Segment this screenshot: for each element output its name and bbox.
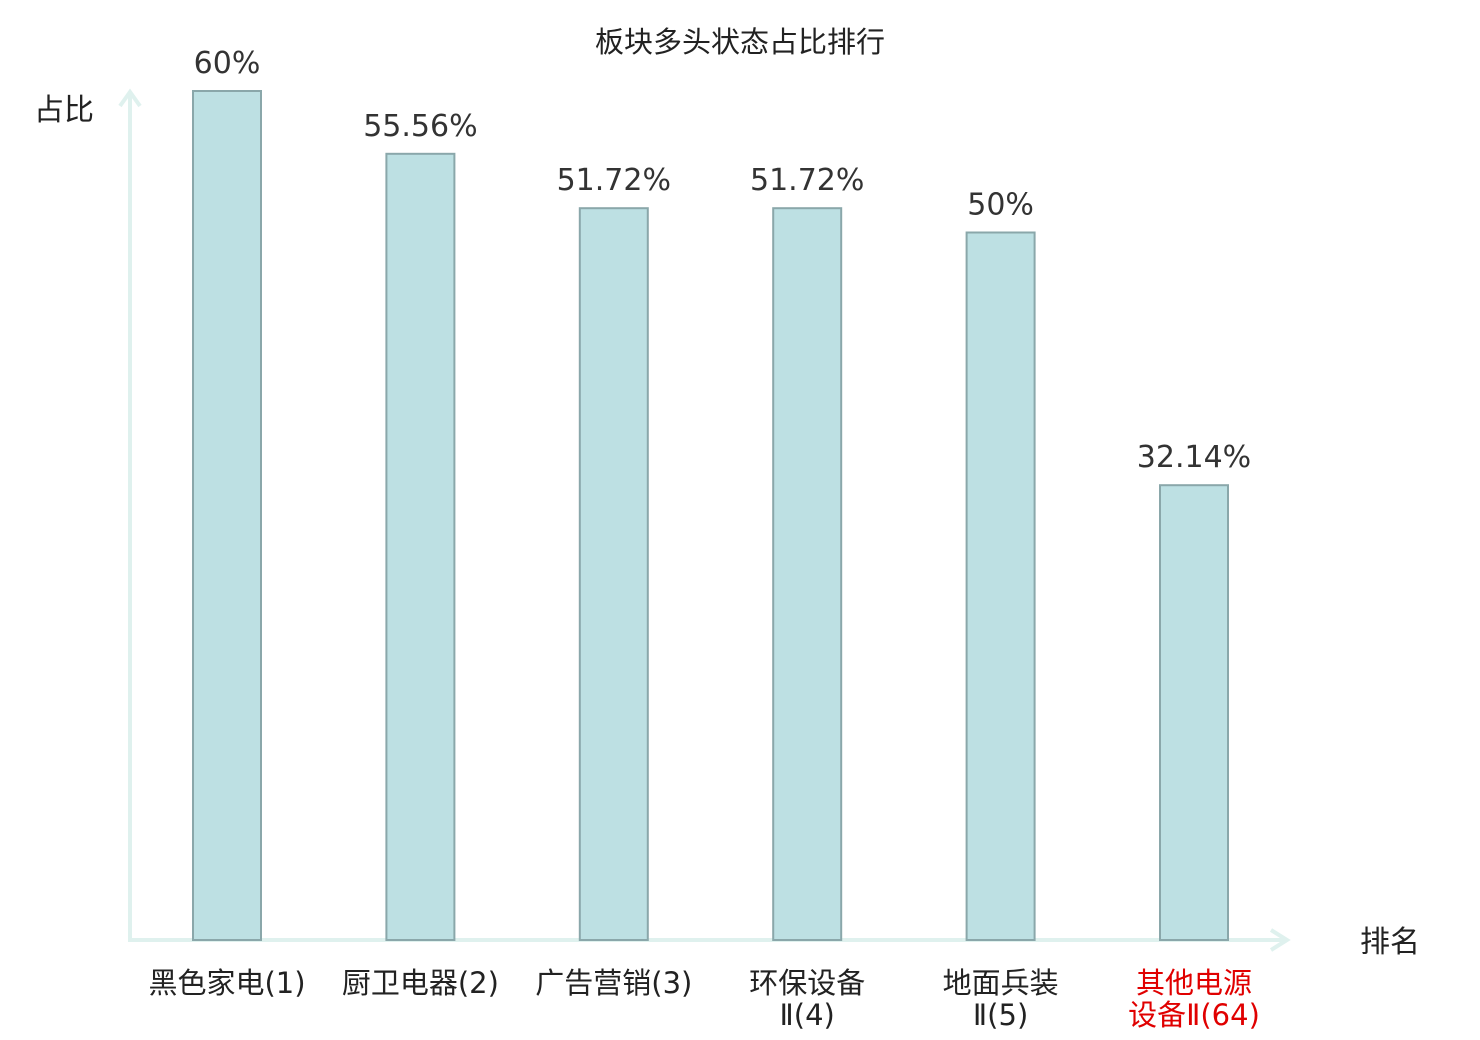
bar (192, 90, 262, 941)
x-tick-label: 环保设备 Ⅱ(4) (749, 966, 865, 1032)
x-tick-label-line: 厨卫电器(2) (342, 966, 499, 1000)
data-label: 60% (194, 46, 261, 81)
x-tick-label: 厨卫电器(2) (342, 966, 499, 1000)
x-tick-label: 黑色家电(1) (148, 966, 305, 1000)
bar (772, 207, 843, 941)
x-tick-label-line: 广告营销(3) (535, 966, 692, 1000)
data-label: 51.72% (557, 163, 671, 198)
data-label: 51.72% (750, 163, 864, 198)
x-tick-label: 其他电源设备Ⅱ(64) (1128, 966, 1260, 1032)
x-tick-label-line: 环保设备 (749, 966, 865, 1000)
data-label: 55.56% (363, 109, 477, 144)
bar (1159, 484, 1229, 941)
x-tick-label: 地面兵装 Ⅱ(5) (943, 966, 1059, 1032)
bar (965, 231, 1036, 941)
x-tick-label-line: Ⅱ(5) (973, 998, 1028, 1032)
bars-group (192, 90, 1229, 942)
x-axis-label: 排名 (1360, 925, 1420, 960)
tick-labels-group: 黑色家电(1) 厨卫电器(2) 广告营销(3) 环保设备 Ⅱ(4) 地面兵装 Ⅱ(5) 其他电… (148, 966, 1259, 1032)
bar (578, 207, 649, 941)
x-tick-label-line: 地面兵装 (943, 966, 1059, 1000)
x-tick-label-line: 黑色家电(1) (148, 966, 305, 1000)
x-axis-arrow (1269, 928, 1291, 952)
bar (385, 152, 456, 942)
x-tick-label-line: Ⅱ(4) (780, 998, 835, 1032)
chart-title: 板块多头状态占比排行 (595, 25, 885, 59)
x-tick-label: 广告营销(3) (535, 966, 692, 1000)
x-tick-label-line: 其他电源 (1136, 966, 1252, 1000)
y-axis-label: 占比 (34, 93, 94, 128)
data-label: 32.14% (1137, 440, 1251, 475)
data-label: 50% (967, 188, 1034, 223)
data-labels-group: 60% 55.56% 51.72% 51.72% 50% 32.14% (194, 46, 1252, 475)
x-tick-label-line: 设备Ⅱ(64) (1128, 998, 1260, 1032)
y-axis-arrow (118, 88, 142, 108)
